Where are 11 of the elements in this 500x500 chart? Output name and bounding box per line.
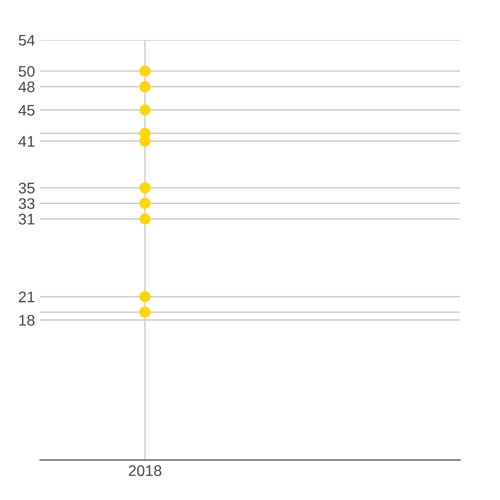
y-tick-label: 33 bbox=[18, 198, 34, 210]
y-tick-label: 45 bbox=[18, 105, 34, 116]
y-tick-label: 31 bbox=[18, 214, 34, 225]
y-tick-label: 21 bbox=[18, 292, 34, 302]
x-tick-label: 2018 bbox=[128, 465, 162, 476]
y-tick-label: 35 bbox=[18, 182, 34, 194]
y-tick-label: 18 bbox=[19, 314, 34, 326]
y-tick-label: 54 bbox=[18, 35, 35, 46]
y-tick-label: 50 bbox=[18, 66, 35, 77]
y-tick-label: 41 bbox=[18, 136, 34, 147]
y-tick-label: 48 bbox=[18, 82, 34, 92]
